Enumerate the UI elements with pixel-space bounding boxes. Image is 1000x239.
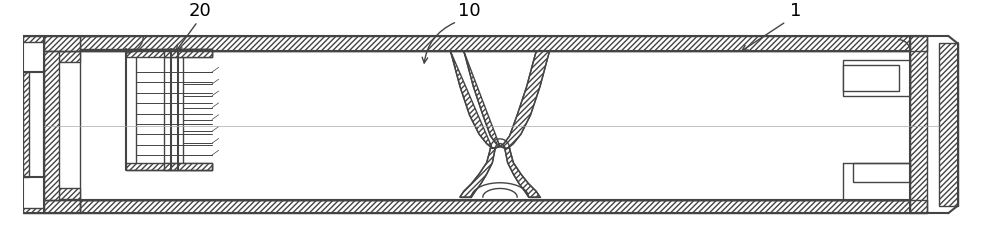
Bar	[126, 163, 212, 170]
Bar	[853, 163, 910, 182]
Bar	[44, 51, 80, 62]
Bar	[80, 200, 910, 213]
Polygon shape	[44, 200, 80, 213]
Bar	[23, 36, 44, 42]
Bar	[164, 49, 212, 57]
Bar	[126, 49, 212, 57]
Bar	[164, 163, 212, 170]
Polygon shape	[500, 51, 550, 148]
Bar	[23, 207, 44, 213]
Bar	[44, 189, 80, 199]
Bar	[23, 72, 29, 177]
Polygon shape	[44, 36, 80, 51]
Bar	[843, 65, 899, 91]
Polygon shape	[44, 51, 59, 200]
Text: 10: 10	[458, 2, 481, 20]
Bar	[80, 51, 910, 200]
Bar	[910, 36, 927, 213]
Bar	[80, 36, 910, 51]
Text: 1: 1	[790, 2, 801, 20]
Bar	[843, 60, 910, 96]
Text: 20: 20	[188, 2, 211, 20]
Bar	[939, 43, 958, 206]
Polygon shape	[450, 51, 500, 148]
Polygon shape	[460, 148, 495, 197]
Polygon shape	[505, 148, 540, 197]
